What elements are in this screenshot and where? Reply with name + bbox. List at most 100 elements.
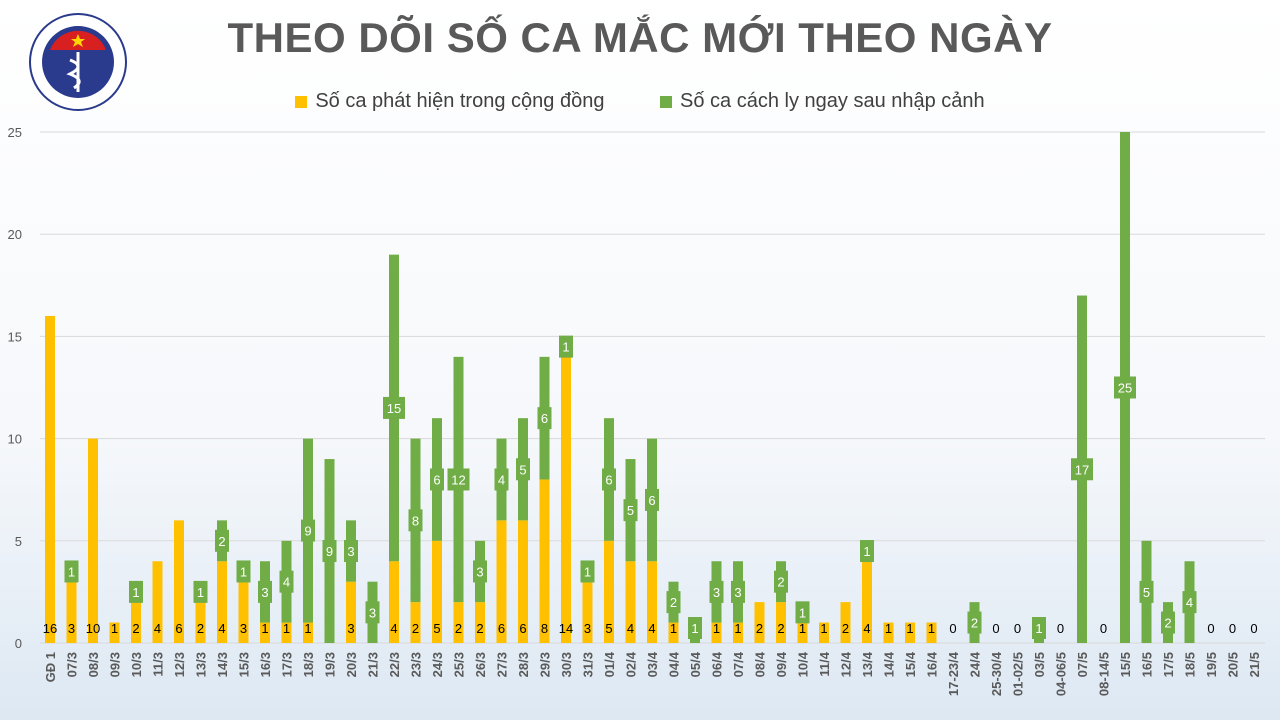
bar-community — [862, 561, 872, 643]
legend-label-community: Số ca phát hiện trong cộng đồng — [315, 90, 605, 112]
data-label-community: 4 — [218, 621, 225, 636]
bar-community — [131, 602, 141, 643]
x-tick-label: 13/3 — [194, 652, 209, 677]
data-label-quarantine: 3 — [713, 585, 720, 600]
bar-community — [840, 602, 851, 643]
x-tick-label: 01-02/5 — [1011, 652, 1026, 696]
data-label-box-quarantine — [1182, 591, 1197, 614]
bar-community — [733, 622, 743, 643]
bar-community — [926, 622, 937, 643]
x-tick-label: 04/4 — [667, 651, 682, 677]
data-label-quarantine: 2 — [218, 534, 225, 549]
x-tick-label: 13/4 — [860, 651, 875, 677]
legend-label-quarantine: Số ca cách ly ngay sau nhập cảnh — [680, 90, 985, 112]
data-label-community: 1 — [799, 621, 806, 636]
data-label-community: 1 — [734, 621, 741, 636]
chart-title: THEO DÕI SỐ CA MẮC MỚI THEO NGÀY — [227, 14, 1053, 61]
data-label-community: 2 — [842, 621, 849, 636]
bar-community — [195, 602, 206, 643]
data-label-quarantine: 1 — [240, 564, 247, 579]
data-label-quarantine: 12 — [451, 472, 465, 487]
data-label-box-quarantine — [258, 580, 272, 603]
bar-community — [45, 315, 55, 643]
data-label-box-quarantine — [666, 591, 681, 614]
bar-community — [453, 602, 464, 643]
data-label-community: 4 — [648, 621, 655, 636]
data-label-community: 1 — [885, 621, 892, 636]
data-label-community: 2 — [412, 621, 419, 636]
data-label-box-quarantine — [64, 560, 79, 583]
x-tick-label: 08-14/5 — [1097, 652, 1112, 696]
bar-community — [518, 520, 528, 643]
x-tick-label: 16/5 — [1140, 652, 1155, 677]
bar-community — [819, 622, 829, 643]
data-label-box-quarantine — [494, 468, 509, 491]
bar-community — [238, 581, 249, 643]
data-label-quarantine: 1 — [68, 564, 75, 579]
data-label-community: 6 — [175, 621, 182, 636]
data-label-community: 1 — [820, 621, 827, 636]
data-label-quarantine: 5 — [519, 462, 526, 477]
x-tick-label: 04-06/5 — [1054, 652, 1069, 696]
x-tick-label: 29/3 — [538, 652, 553, 677]
data-label-quarantine: 1 — [562, 340, 569, 355]
data-label-box-quarantine — [774, 570, 788, 593]
data-label-box-quarantine — [795, 601, 810, 624]
x-tick-label: 08/3 — [86, 652, 101, 677]
x-tick-label: 15/5 — [1118, 652, 1133, 677]
bar-community — [561, 356, 571, 643]
data-label-box-quarantine — [193, 580, 208, 603]
y-tick-label: 25 — [8, 125, 22, 140]
data-label-quarantine: 4 — [1186, 595, 1193, 610]
data-label-quarantine: 3 — [369, 605, 376, 620]
data-label-box-quarantine — [731, 580, 745, 603]
x-tick-label: 20/5 — [1226, 652, 1241, 677]
bar-community — [475, 602, 485, 643]
x-tick-label: 24/4 — [968, 651, 983, 677]
x-tick-label: 16/3 — [258, 652, 273, 677]
data-label-community: 8 — [541, 621, 548, 636]
x-tick-label: 25-30/4 — [989, 651, 1004, 696]
x-tick-label: 03/5 — [1032, 652, 1047, 677]
data-label-community: 4 — [390, 621, 397, 636]
y-tick-label: 15 — [8, 329, 22, 344]
data-label-community: 2 — [197, 621, 204, 636]
x-tick-label: 11/3 — [151, 652, 166, 677]
data-label-box-quarantine — [279, 570, 294, 593]
bar-community — [88, 438, 98, 643]
data-label-community: 6 — [519, 621, 526, 636]
bar-community — [217, 561, 227, 643]
x-tick-label: 19/5 — [1204, 652, 1219, 677]
x-tick-label: 09/3 — [108, 652, 123, 677]
data-label-box-quarantine — [215, 529, 229, 552]
data-label-community: 1 — [928, 621, 935, 636]
data-label-quarantine: 17 — [1075, 462, 1089, 477]
x-tick-label: 30/3 — [559, 652, 574, 677]
bar-community — [346, 581, 356, 643]
data-label-box-quarantine — [322, 540, 337, 563]
data-label-box-quarantine — [129, 580, 143, 603]
data-label-quarantine: 6 — [648, 493, 655, 508]
data-label-community: 0 — [1229, 621, 1236, 636]
data-label-community: 2 — [777, 621, 784, 636]
data-label-quarantine: 3 — [261, 585, 268, 600]
bar-community — [776, 602, 786, 643]
bar-community — [905, 622, 915, 643]
data-label-quarantine: 6 — [541, 411, 548, 426]
x-tick-label: 07/4 — [731, 651, 746, 677]
data-label-box-quarantine — [301, 519, 315, 542]
x-tick-label: 31/3 — [581, 652, 596, 677]
data-label-box-quarantine — [602, 468, 616, 491]
x-tick-label: 19/3 — [323, 652, 338, 677]
data-label-box-quarantine — [383, 396, 405, 419]
data-label-community: 2 — [132, 621, 139, 636]
data-label-community: 4 — [627, 621, 634, 636]
bar-community — [66, 581, 77, 643]
x-tick-label: 01/4 — [602, 651, 617, 677]
data-label-box-quarantine — [365, 601, 380, 624]
data-label-community: 1 — [906, 621, 913, 636]
x-tick-label: 07/3 — [65, 652, 80, 677]
bar-community — [711, 622, 722, 643]
x-tick-label: 09/4 — [774, 651, 789, 677]
